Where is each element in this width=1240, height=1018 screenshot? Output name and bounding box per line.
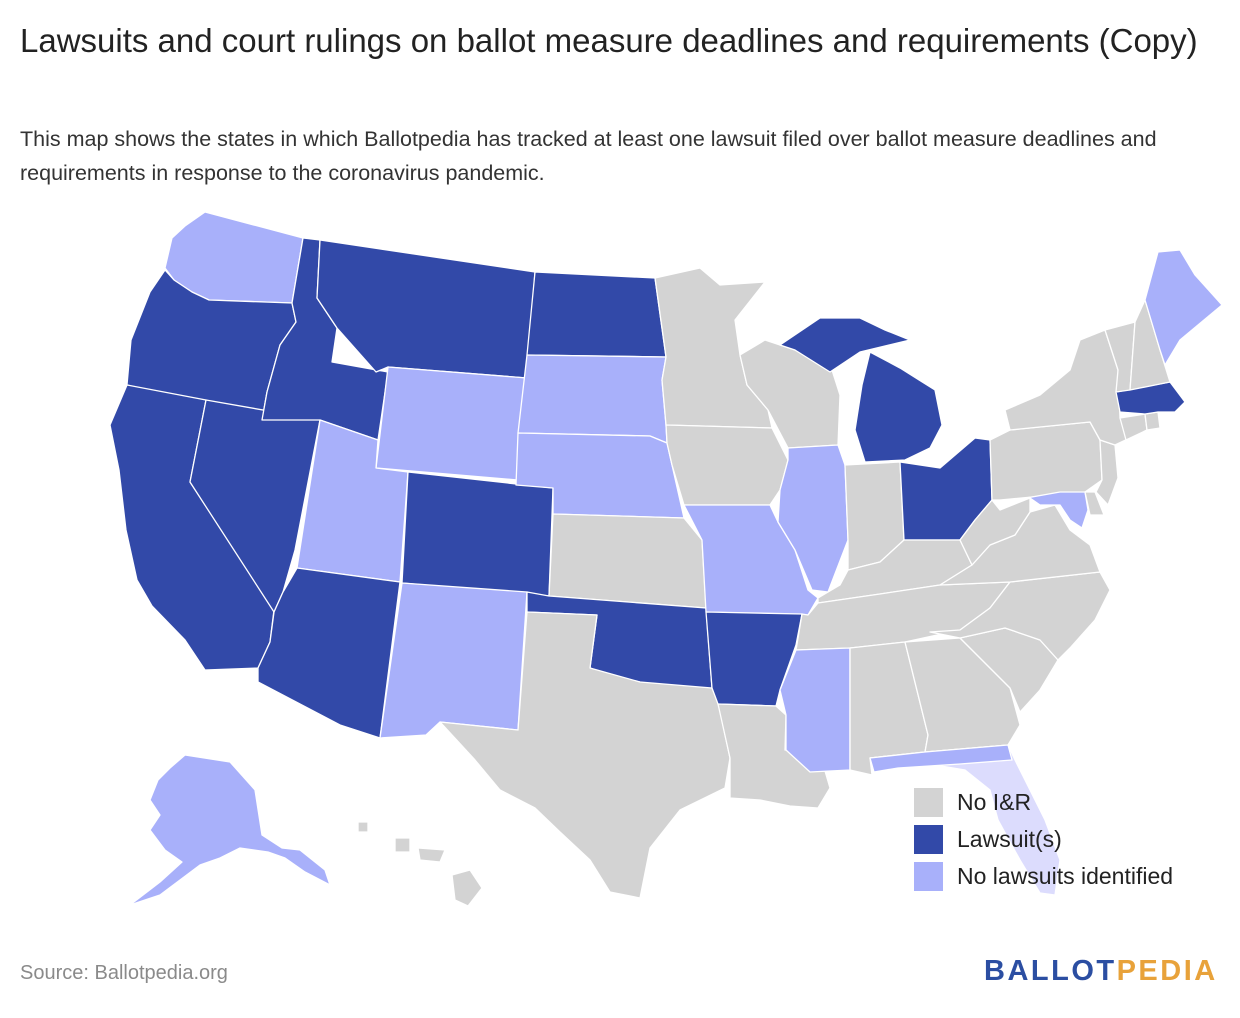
state-FL xyxy=(869,744,1061,896)
legend-swatch-no-lawsuits xyxy=(914,862,943,891)
legend-label: No I&R xyxy=(957,789,1032,815)
state-CO xyxy=(401,471,554,597)
state-NC xyxy=(929,571,1111,661)
state-KS xyxy=(548,513,707,609)
state-ME xyxy=(1144,249,1223,366)
state-LA xyxy=(717,703,831,809)
state-SD xyxy=(517,354,668,444)
state-WV xyxy=(959,497,1031,566)
state-MI-UP xyxy=(779,317,911,373)
state-MS xyxy=(779,647,851,773)
state-HI-1 xyxy=(357,821,369,833)
state-ND xyxy=(526,271,667,358)
state-IA xyxy=(665,424,789,506)
state-HI-4 xyxy=(451,869,483,907)
legend-label: No lawsuits identified xyxy=(957,863,1174,889)
state-NM xyxy=(379,582,528,739)
legend-label: Lawsuit(s) xyxy=(957,826,1062,852)
state-HI-3 xyxy=(417,847,446,863)
state-MT xyxy=(316,239,536,379)
chart-subtitle: This map shows the states in which Ballo… xyxy=(20,127,1157,185)
state-FL-panhandle xyxy=(869,744,1013,773)
legend-item: Lawsuit(s) xyxy=(914,821,1173,858)
state-MI xyxy=(854,351,943,463)
state-DE xyxy=(1084,491,1105,516)
state-IL xyxy=(777,444,849,593)
legend-item: No I&R xyxy=(914,784,1173,821)
state-MD xyxy=(1014,491,1089,529)
state-AZ xyxy=(257,567,401,739)
state-WY xyxy=(375,366,528,481)
state-MO xyxy=(683,504,819,616)
legend-item: No lawsuits identified xyxy=(914,858,1173,895)
logo-part-ballot: BALLOT xyxy=(984,955,1117,987)
us-states-map xyxy=(109,211,1223,907)
state-RI xyxy=(1144,411,1161,431)
state-AK xyxy=(129,754,331,906)
state-TX xyxy=(439,611,731,899)
state-VT xyxy=(1104,321,1136,393)
legend-swatch-no-ir xyxy=(914,788,943,817)
state-NH xyxy=(1129,299,1171,391)
chart-title: Lawsuits and court rulings on ballot mea… xyxy=(20,22,1198,59)
source-note: Source: Ballotpedia.org xyxy=(20,962,228,984)
ballotpedia-logo: BALLOTPEDIA xyxy=(984,955,1218,988)
logo-part-pedia: PEDIA xyxy=(1116,955,1218,987)
map-legend: No I&R Lawsuit(s) No lawsuits identified xyxy=(914,784,1173,895)
state-HI-2 xyxy=(394,837,411,853)
state-PA xyxy=(989,421,1103,501)
legend-swatch-lawsuits xyxy=(914,825,943,854)
